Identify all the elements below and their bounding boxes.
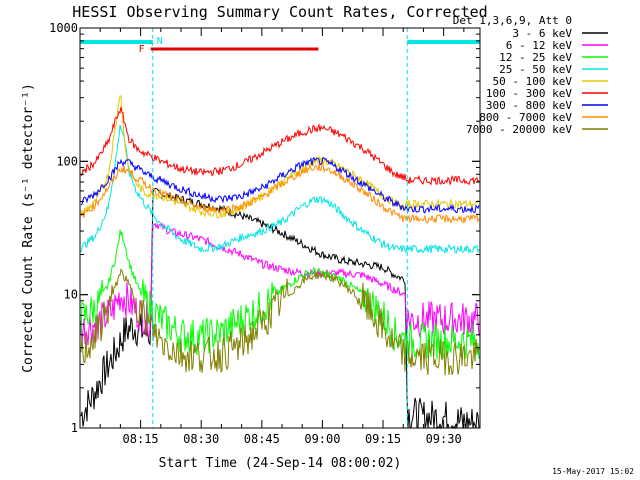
- legend-label: 100 - 300 keV: [486, 87, 572, 100]
- x-tick-label: 08:30: [183, 432, 219, 446]
- legend-label: 3 - 6 keV: [512, 27, 572, 40]
- plot-frame: [79, 27, 481, 429]
- x-tick-label: 09:15: [365, 432, 401, 446]
- y-tick-label: 1000: [49, 21, 78, 35]
- chart-title: HESSI Observing Summary Count Rates, Cor…: [72, 3, 487, 21]
- legend-label: 300 - 800 keV: [486, 99, 572, 112]
- x-axis: 08:15 08:30 08:45 09:00 09:15 09:30: [79, 28, 465, 446]
- series-line-7: [80, 163, 480, 224]
- legend-label: 50 - 100 keV: [493, 75, 573, 88]
- x-tick-label: 09:30: [426, 432, 462, 446]
- series-line-3: [80, 124, 480, 255]
- x-tick-label: 09:00: [304, 432, 340, 446]
- series-line-1: [80, 222, 480, 346]
- y-axis-label: Corrected Count Rate (s⁻¹ detector⁻¹): [21, 83, 36, 373]
- marker-layer: FN: [80, 28, 480, 428]
- y-tick-label: 100: [56, 154, 78, 168]
- generated-timestamp: 15-May-2017 15:02: [552, 467, 634, 476]
- x-tick-label: 08:45: [244, 432, 280, 446]
- night-flag-label: N: [157, 36, 163, 47]
- series-line-6: [80, 156, 480, 214]
- series-layer: [80, 95, 480, 430]
- y-tick-label: 10: [64, 288, 78, 302]
- series-line-4: [80, 95, 480, 219]
- series-line-8: [80, 268, 480, 376]
- legend-label: 7000 - 20000 keV: [466, 123, 572, 136]
- series-line-2: [80, 229, 480, 360]
- legend-label: 25 - 50 keV: [499, 63, 572, 76]
- series-line-5: [80, 106, 480, 187]
- legend-label: 800 - 7000 keV: [479, 111, 572, 124]
- legend-title: Det 1,3,6,9, Att 0: [453, 14, 572, 27]
- legend-label: 6 - 12 keV: [506, 39, 573, 52]
- legend-label: 12 - 25 keV: [499, 51, 572, 64]
- x-tick-label: 08:15: [123, 432, 159, 446]
- series-line-0: [80, 187, 480, 430]
- flare-flag-label: F: [139, 44, 145, 55]
- y-tick-label: 1: [71, 421, 78, 435]
- x-axis-label: Start Time (24-Sep-14 08:00:02): [159, 456, 402, 471]
- y-axis: 1 10 100 1000: [49, 21, 480, 435]
